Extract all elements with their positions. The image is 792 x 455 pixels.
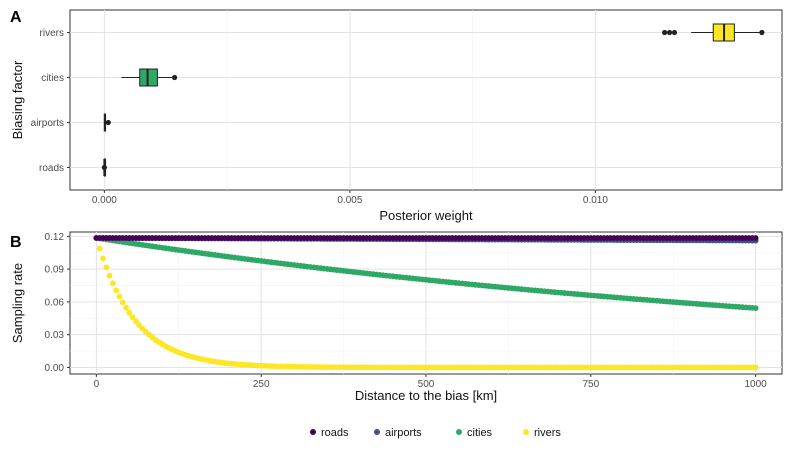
panel-a-y-tick-label-cities: cities xyxy=(41,73,64,84)
panel-b-y-tick-label: 0.09 xyxy=(45,265,65,276)
panel-b-x-axis-title: Distance to the bias [km] xyxy=(355,388,497,403)
panel-a-x-axis-title: Posterior weight xyxy=(379,208,473,223)
panel-b-y-axis-title: Sampling rate xyxy=(10,263,25,343)
point-rivers xyxy=(100,255,106,262)
series-rivers xyxy=(93,235,759,371)
point-roads xyxy=(752,235,759,241)
box-cities-outlier xyxy=(171,74,178,81)
legend-key-cities xyxy=(456,429,462,435)
panel-b-x-tick-label: 1000 xyxy=(745,379,768,390)
point-rivers xyxy=(752,364,759,371)
box-rivers-outlier xyxy=(662,29,668,36)
point-rivers xyxy=(119,299,126,306)
legend-label-rivers: rivers xyxy=(534,427,561,439)
legend-label-cities: cities xyxy=(467,427,493,439)
legend-item-cities: cities xyxy=(456,427,493,439)
point-rivers xyxy=(123,304,129,311)
box-rivers xyxy=(662,23,765,42)
box-rivers-outlier xyxy=(759,29,765,36)
panel-a-x-tick-label: 0.005 xyxy=(337,195,362,206)
panel-a-boxes xyxy=(101,23,765,177)
box-airports-outlier xyxy=(105,119,111,126)
legend-item-airports: airports xyxy=(374,427,422,439)
series-roads xyxy=(93,235,759,241)
panel-b-x-tick-label: 0 xyxy=(94,379,100,390)
point-rivers xyxy=(109,280,116,287)
panel-b-tag: B xyxy=(10,234,22,251)
legend-item-roads: roads xyxy=(310,427,349,439)
box-cities xyxy=(121,68,178,87)
legend-item-rivers: rivers xyxy=(523,427,561,439)
panel-b-y-tick-label: 0.03 xyxy=(45,330,65,341)
panel-a-y-tick-label-airports: airports xyxy=(31,118,64,129)
point-rivers xyxy=(96,245,103,252)
point-rivers xyxy=(133,318,139,325)
panel-b-y-tick-label: 0.06 xyxy=(45,297,65,308)
panel-b-x-tick-label: 750 xyxy=(582,379,599,390)
legend-key-roads xyxy=(310,429,316,435)
panel-b-x-tick-labels: 0 250 500 750 1000 xyxy=(94,374,768,390)
panel-b-points xyxy=(93,235,759,371)
panel-a-tag: A xyxy=(10,9,22,26)
panel-a-frame xyxy=(69,9,783,191)
legend-label-airports: airports xyxy=(385,427,422,439)
panel-b-y-tick-label: 0.00 xyxy=(45,363,65,374)
box-airports xyxy=(103,113,111,132)
panel-b-x-tick-label: 250 xyxy=(253,379,270,390)
legend-key-rivers xyxy=(523,429,529,435)
panel-a-x-tick-label: 0.000 xyxy=(92,195,117,206)
point-rivers xyxy=(129,314,136,321)
legend-label-roads: roads xyxy=(321,427,349,439)
panel-b: B 0.00 0.03 0.06 0.09 0.12 0 250 500 750 1000 Di… xyxy=(10,231,783,439)
point-rivers xyxy=(103,264,110,271)
panel-b-y-tick-label: 0.12 xyxy=(45,232,65,243)
point-rivers xyxy=(116,293,123,300)
point-cities xyxy=(752,305,759,312)
box-roads-outlier xyxy=(101,164,107,171)
panel-a-y-axis-title: Biasing factor xyxy=(10,60,25,139)
panel-b-y-tick-labels: 0.00 0.03 0.06 0.09 0.12 xyxy=(45,232,70,374)
panel-b-legend: roads airports cities rivers xyxy=(310,427,561,439)
point-rivers xyxy=(126,309,133,316)
legend-key-airports xyxy=(374,429,380,435)
panel-b-x-tick-label: 500 xyxy=(418,379,435,390)
panel-a-x-tick-label: 0.010 xyxy=(583,195,608,206)
box-rivers-outlier xyxy=(671,29,678,36)
panel-a-x-tick-labels: 0.000 0.005 0.010 xyxy=(92,190,608,206)
point-rivers xyxy=(106,272,113,279)
point-rivers xyxy=(113,287,120,294)
panel-a-y-tick-label-roads: roads xyxy=(39,163,64,174)
panel-a-y-tick-label-rivers: rivers xyxy=(40,28,64,39)
panel-a-y-tick-labels: roads airports cities rivers xyxy=(31,28,70,174)
box-roads xyxy=(101,158,107,177)
box-rivers-outlier xyxy=(666,29,673,36)
